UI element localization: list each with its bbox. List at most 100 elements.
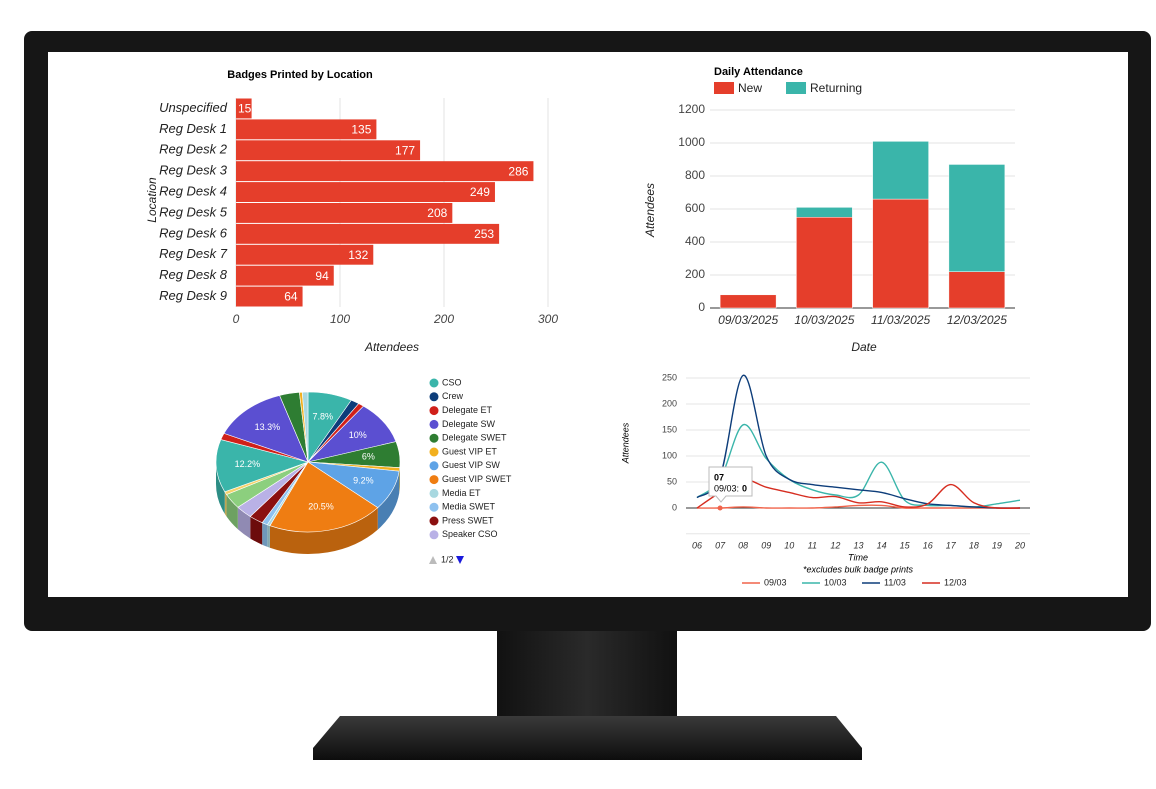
x-tick-label: 11/03/2025 [871, 313, 930, 327]
legend-label: Guest VIP SW [442, 460, 500, 470]
data-label: 135 [351, 123, 371, 137]
y-tick-label: 0 [672, 502, 677, 512]
series-line [696, 504, 1020, 509]
x-tick-label: 16 [923, 540, 933, 550]
pie-slice-side [267, 524, 270, 548]
data-label: 249 [470, 185, 490, 199]
attendance-chart: Daily Attendance New Returning 0 200 400 600 80… [643, 66, 1015, 354]
pie-slice-side [226, 494, 238, 530]
y-tick-label: Reg Desk 4 [159, 183, 227, 198]
y-tick-label: 400 [685, 234, 705, 248]
x-tick-label: 08 [738, 540, 748, 550]
legend-next[interactable] [456, 556, 464, 564]
y-tick-label: Reg Desk 6 [159, 225, 228, 240]
bar-segment [719, 294, 777, 309]
y-tick-label: Unspecified [159, 100, 228, 115]
y-tick-label: Reg Desk 8 [159, 267, 228, 282]
stand-base [313, 716, 862, 760]
x-tick-label: 13 [853, 540, 863, 550]
y-axis-title: Attendees [643, 183, 657, 238]
x-tick-label: 14 [877, 540, 887, 550]
bar-segment [872, 141, 929, 200]
x-tick-label: 07 [715, 540, 726, 550]
y-tick-label: 200 [662, 398, 677, 408]
y-tick-label: Reg Desk 1 [159, 121, 227, 136]
data-label: 15 [238, 102, 252, 116]
legend-label: Guest VIP ET [442, 446, 497, 456]
legend-swatch [429, 530, 439, 540]
bar [236, 265, 334, 286]
bar-segment [796, 207, 853, 218]
x-axis-title: Attendees [364, 340, 419, 354]
y-tick-label: 1200 [678, 102, 705, 116]
pie-slice [215, 439, 310, 493]
x-tick-label: 20 [1014, 540, 1025, 550]
y-tick-label: Reg Desk 3 [159, 163, 228, 178]
pie-slice-side [216, 462, 225, 514]
bar [236, 223, 500, 244]
x-tick-label: 18 [969, 540, 979, 550]
legend-label: Media ET [442, 488, 481, 498]
pie-slice [223, 395, 309, 463]
y-tick-label: Reg Desk 2 [159, 142, 228, 157]
y-axis-title: Attendees [620, 422, 630, 464]
x-tick-label: 12 [830, 540, 840, 550]
y-tick-label: Reg Desk 9 [159, 288, 227, 303]
data-label: 94 [315, 269, 329, 283]
x-tick-label: 12/03/2025 [947, 313, 1007, 327]
data-label: 253 [474, 227, 494, 241]
legend-swatch [429, 392, 439, 402]
legend-swatch [429, 433, 439, 443]
data-label: 286 [508, 164, 528, 178]
legend-label: Crew [442, 391, 464, 401]
slice-label: 12.2% [235, 459, 261, 469]
pie-slice-side [224, 491, 227, 517]
bar-segment [948, 164, 1006, 272]
data-label: 132 [348, 248, 368, 262]
legend-label: Media SWET [442, 502, 496, 512]
y-tick-label: 150 [662, 424, 677, 434]
stand-neck [497, 625, 677, 725]
x-axis-title: Time [848, 552, 868, 562]
pie-slice-side [250, 516, 263, 545]
y-tick-label: 250 [662, 372, 677, 382]
legend-swatch [786, 82, 807, 94]
pie-slice [269, 461, 379, 533]
x-tick-label: 06 [692, 540, 702, 550]
y-tick-label: 0 [698, 300, 705, 314]
slice-label: 10% [349, 430, 367, 440]
legend-swatch [429, 447, 439, 457]
slice-label: 9.2% [353, 475, 374, 485]
pie-slice [301, 391, 309, 463]
hover-point [717, 505, 723, 511]
bar [236, 140, 421, 161]
pie-slice-side [262, 522, 268, 547]
slice-label: 6% [362, 451, 375, 461]
bar [236, 182, 495, 202]
x-tick-label: 19 [992, 540, 1002, 550]
tooltip-label: 09/03: [714, 483, 739, 493]
legend-label: CSO [442, 377, 462, 387]
legend-label: New [738, 81, 762, 95]
tooltip-value: 0 [742, 483, 747, 493]
legend-label: 12/03 [944, 577, 967, 587]
tooltip-box [708, 466, 753, 503]
y-tick-label: 800 [685, 168, 705, 182]
x-axis-title: Date [851, 340, 877, 354]
x-tick-label: 10/03/2025 [794, 313, 854, 327]
data-label: 208 [427, 206, 447, 220]
bar [236, 161, 534, 182]
bar-segment [872, 198, 929, 309]
series-line [696, 374, 1021, 509]
legend-swatch [429, 516, 439, 526]
y-tick-label: 200 [685, 267, 705, 281]
legend-label: 10/03 [824, 577, 847, 587]
pie-slice-side [269, 507, 378, 554]
legend-swatch [429, 502, 439, 512]
pie-slice-side [377, 471, 400, 530]
y-axis-title: Location [145, 177, 159, 223]
x-tick-label: 09/03/2025 [718, 313, 778, 327]
x-tick-label: 11 [808, 540, 817, 550]
location-chart: Badges Printed by Location 0 100 200 300 Unsp… [145, 69, 558, 354]
